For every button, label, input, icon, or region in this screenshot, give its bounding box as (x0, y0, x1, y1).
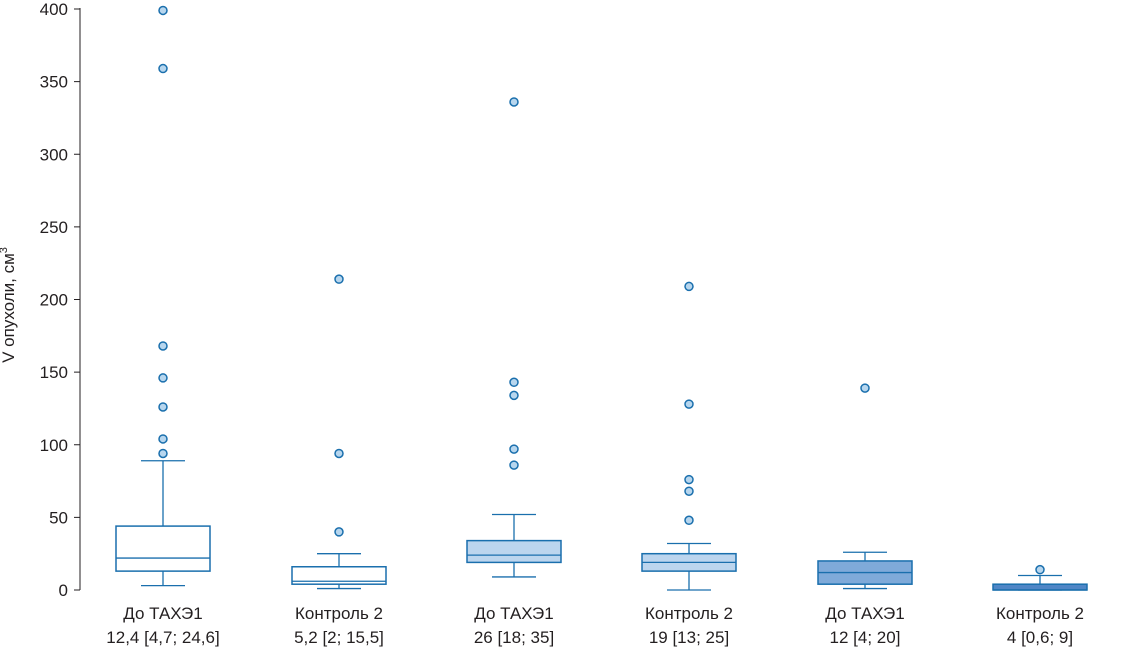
box-group (115, 5, 211, 587)
box-group (992, 564, 1088, 591)
outlier-point (158, 63, 168, 74)
outlier-point (509, 390, 519, 401)
y-tick-label: 350 (40, 73, 68, 92)
y-tick-label: 50 (49, 508, 68, 527)
outlier-point (684, 486, 694, 496)
outlier-point (860, 383, 870, 393)
box (115, 525, 211, 572)
y-tick-label: 100 (40, 436, 68, 455)
axes: 0 50 100 150 200 250 300 350 400 (40, 0, 81, 600)
category-label: Контроль 2 (645, 604, 733, 623)
category-label: Контроль 2 (996, 604, 1084, 623)
outlier-point (158, 434, 168, 444)
outlier-point (334, 527, 344, 537)
category-sublabel: 12 [4; 20] (830, 628, 901, 647)
outlier-point (509, 460, 519, 470)
box (291, 566, 387, 585)
outlier-point (684, 515, 694, 526)
boxes (115, 5, 1088, 591)
outlier-point (684, 474, 694, 485)
outlier-point (1035, 564, 1045, 575)
category-label: До ТАХЭ1 (825, 604, 904, 623)
box-group (291, 274, 387, 590)
y-axis-label-superscript: 3 (0, 247, 10, 253)
box-group (817, 383, 913, 590)
y-tick-label: 250 (40, 218, 68, 237)
category-sublabel: 5,2 [2; 15,5] (294, 628, 384, 647)
outlier-point (684, 399, 694, 409)
box-group (641, 281, 737, 591)
y-tick-label: 200 (40, 291, 68, 310)
x-axis-labels: До ТАХЭ1 12,4 [4,7; 24,6] Контроль 2 5,2 [2… (106, 604, 1084, 647)
outlier-point (334, 274, 344, 284)
box-group (466, 97, 562, 578)
outlier-point (158, 5, 168, 16)
category-label: До ТАХЭ1 (474, 604, 553, 623)
category-sublabel: 26 [18; 35] (474, 628, 554, 647)
y-tick-label: 400 (40, 0, 68, 19)
category-label: Контроль 2 (295, 604, 383, 623)
outlier-point (158, 402, 168, 412)
outlier-point (158, 341, 168, 351)
category-sublabel: 12,4 [4,7; 24,6] (106, 628, 219, 647)
outlier-point (158, 373, 168, 383)
outlier-point (509, 444, 519, 454)
y-tick-label: 150 (40, 363, 68, 382)
y-tick-label: 300 (40, 145, 68, 164)
category-label: До ТАХЭ1 (123, 604, 202, 623)
outlier-point (334, 448, 344, 459)
outlier-point (509, 377, 519, 388)
y-tick-label: 0 (59, 581, 68, 600)
category-sublabel: 19 [13; 25] (649, 628, 729, 647)
category-sublabel: 4 [0,6; 9] (1007, 628, 1073, 647)
outlier-point (509, 97, 519, 107)
box (466, 539, 562, 564)
y-axis-label: V опухоли, см3 (0, 247, 18, 363)
outlier-point (158, 448, 168, 459)
y-axis-label-text: V опухоли, см (0, 253, 18, 363)
outlier-point (684, 281, 694, 292)
box (992, 583, 1088, 591)
